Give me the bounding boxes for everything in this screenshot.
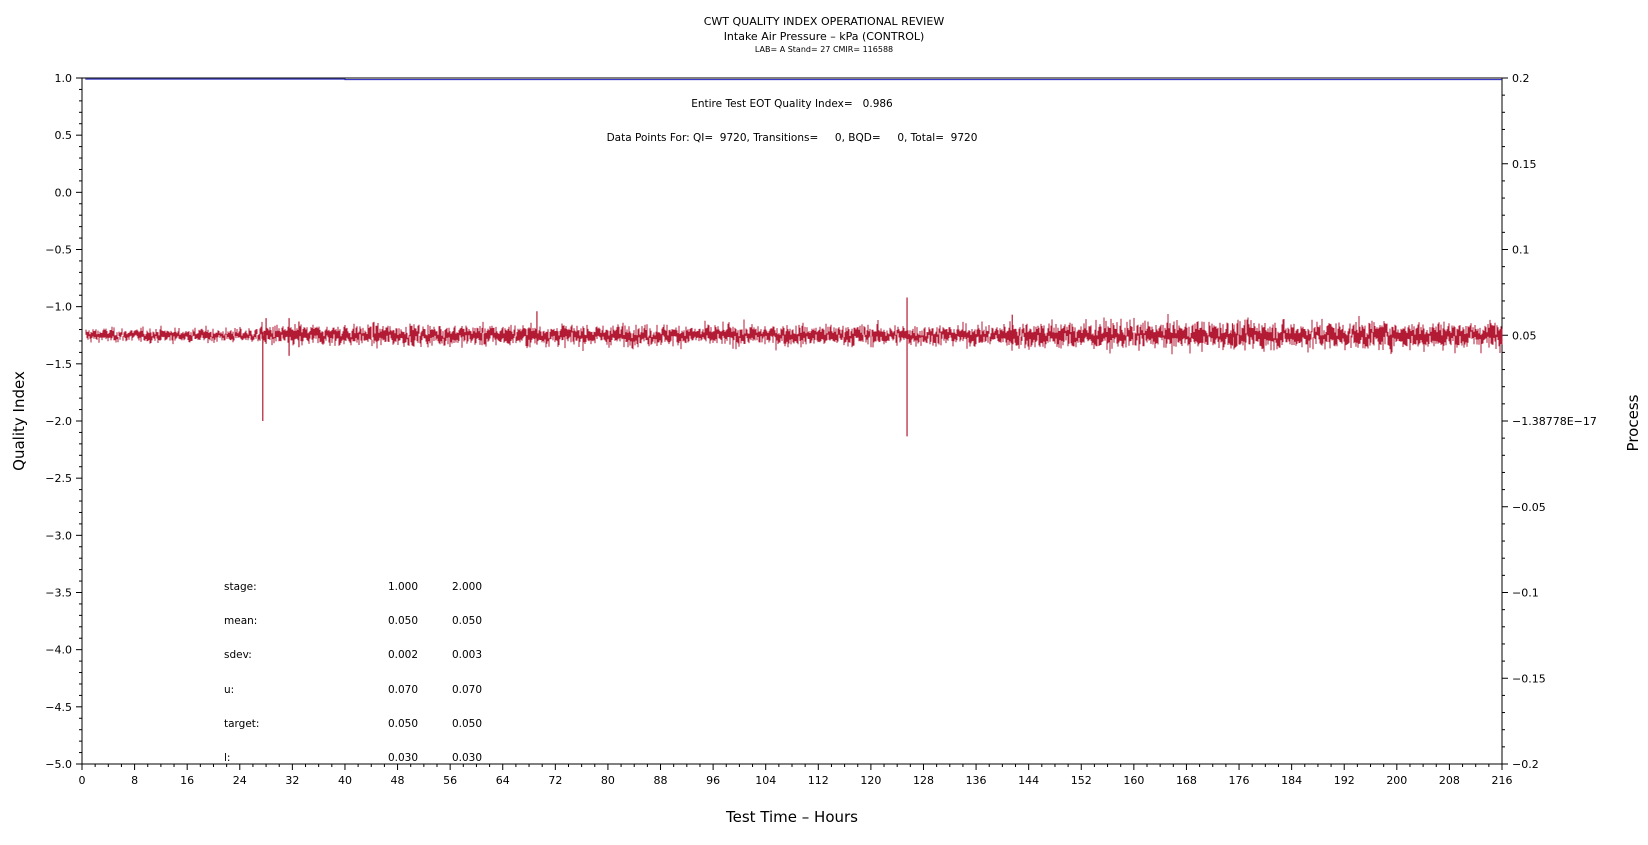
y2-tick-label: −0.2 (1512, 758, 1539, 771)
x-tick-label: 128 (913, 774, 934, 787)
stats-value-stage-2: 0.050 (452, 718, 482, 730)
y-tick-label: −1.0 (45, 301, 72, 314)
y-axis-left: 1.0 0.5 0.0 −0.5 −1.0 −1.5 −2.0 −2.5 −3.0 −3.5 −4.… (45, 72, 82, 771)
y-tick-label: −2.5 (45, 472, 72, 485)
x-tick-label: 192 (1334, 774, 1355, 787)
x-tick-label: 16 (180, 774, 194, 787)
x-tick-label: 200 (1386, 774, 1407, 787)
stats-row-label: target: (224, 718, 259, 730)
y2-tick-label: 0.15 (1512, 158, 1537, 171)
y-tick-label: −1.5 (45, 358, 72, 371)
y-tick-label: 1.0 (55, 72, 73, 85)
x-tick-label: 64 (496, 774, 510, 787)
x-tick-label: 160 (1123, 774, 1144, 787)
stats-value-stage-2: 0.050 (452, 615, 482, 627)
y-tick-label: −4.0 (45, 644, 72, 657)
x-tick-label: 48 (391, 774, 405, 787)
stats-row-label: u: (224, 684, 234, 696)
annotation-quality-index: Entire Test EOT Quality Index= 0.986 (691, 98, 893, 110)
x-tick-label: 72 (548, 774, 562, 787)
y2-tick-label: 0.1 (1512, 244, 1530, 257)
y-tick-label: 0.0 (55, 186, 73, 199)
y-axis-right: 0.2 0.15 0.1 0.05 −1.38778E−17 −0.05 −0.1 −0.15… (1502, 72, 1597, 771)
y2-tick-label: 0.2 (1512, 72, 1530, 85)
annotation-data-points: Data Points For: QI= 9720, Transitions= … (607, 132, 978, 144)
stats-value-stage-2: 0.070 (452, 684, 482, 696)
x-tick-label: 24 (233, 774, 247, 787)
x-tick-label: 0 (79, 774, 86, 787)
stats-value-stage-1: 0.030 (388, 752, 418, 764)
x-tick-label: 184 (1281, 774, 1302, 787)
x-tick-label: 208 (1439, 774, 1460, 787)
process-trace (85, 314, 1503, 355)
y2-tick-label: −0.15 (1512, 672, 1546, 685)
y-tick-label: −2.0 (45, 415, 72, 428)
stats-row-label: stage: (224, 581, 257, 593)
x-tick-label: 8 (131, 774, 138, 787)
plot-frame (81, 77, 1503, 765)
x-tick-label: 56 (443, 774, 457, 787)
y2-tick-label: −0.1 (1512, 587, 1539, 600)
stats-row-label: l: (224, 752, 230, 764)
y2-axis-label: Process (1624, 394, 1642, 451)
x-tick-label: 152 (1071, 774, 1092, 787)
x-axis: 0 8 16 24 32 40 48 56 64 72 80 88 96 104 112 120 128 136 1… (79, 764, 1513, 787)
stats-row-label: mean: (224, 615, 257, 627)
series-layer (85, 78, 1503, 437)
x-tick-label: 112 (808, 774, 829, 787)
y-tick-label: −3.0 (45, 529, 72, 542)
stats-value-stage-2: 0.003 (452, 649, 482, 661)
y-tick-label: −0.5 (45, 244, 72, 257)
stats-value-stage-1: 0.050 (388, 615, 418, 627)
stats-value-stage-1: 1.000 (388, 581, 418, 593)
stats-value-stage-1: 0.050 (388, 718, 418, 730)
y-tick-label: −5.0 (45, 758, 72, 771)
x-axis-label: Test Time – Hours (725, 808, 858, 826)
x-tick-label: 104 (755, 774, 776, 787)
stats-table: stage: 1.000 2.000 mean: 0.050 0.050 sdev: 0.00… (224, 581, 482, 764)
x-tick-label: 136 (966, 774, 987, 787)
x-tick-label: 96 (706, 774, 720, 787)
x-tick-label: 40 (338, 774, 352, 787)
x-tick-label: 88 (654, 774, 668, 787)
y2-tick-label: −0.05 (1512, 501, 1546, 514)
y-tick-label: −4.5 (45, 701, 72, 714)
stats-value-stage-1: 0.002 (388, 649, 418, 661)
quality-index-line (85, 78, 1502, 81)
stats-value-stage-2: 2.000 (452, 581, 482, 593)
chart-title: CWT QUALITY INDEX OPERATIONAL REVIEW (704, 15, 945, 28)
chart-subtitle-lab: LAB= A Stand= 27 CMIR= 116588 (755, 45, 893, 54)
y2-tick-label: 0.05 (1512, 329, 1537, 342)
x-tick-label: 176 (1229, 774, 1250, 787)
y-tick-label: 0.5 (55, 129, 73, 142)
x-tick-label: 216 (1492, 774, 1513, 787)
chart-subtitle: Intake Air Pressure – kPa (CONTROL) (724, 30, 925, 43)
stats-value-stage-1: 0.070 (388, 684, 418, 696)
y-tick-label: −3.5 (45, 587, 72, 600)
x-tick-label: 80 (601, 774, 615, 787)
y2-tick-label: −1.38778E−17 (1512, 415, 1597, 428)
stats-value-stage-2: 0.030 (452, 752, 482, 764)
y-axis-label: Quality Index (10, 371, 28, 471)
x-tick-label: 120 (860, 774, 881, 787)
stats-row-label: sdev: (224, 649, 252, 661)
x-tick-label: 168 (1176, 774, 1197, 787)
x-tick-label: 144 (1018, 774, 1039, 787)
x-tick-label: 32 (285, 774, 299, 787)
